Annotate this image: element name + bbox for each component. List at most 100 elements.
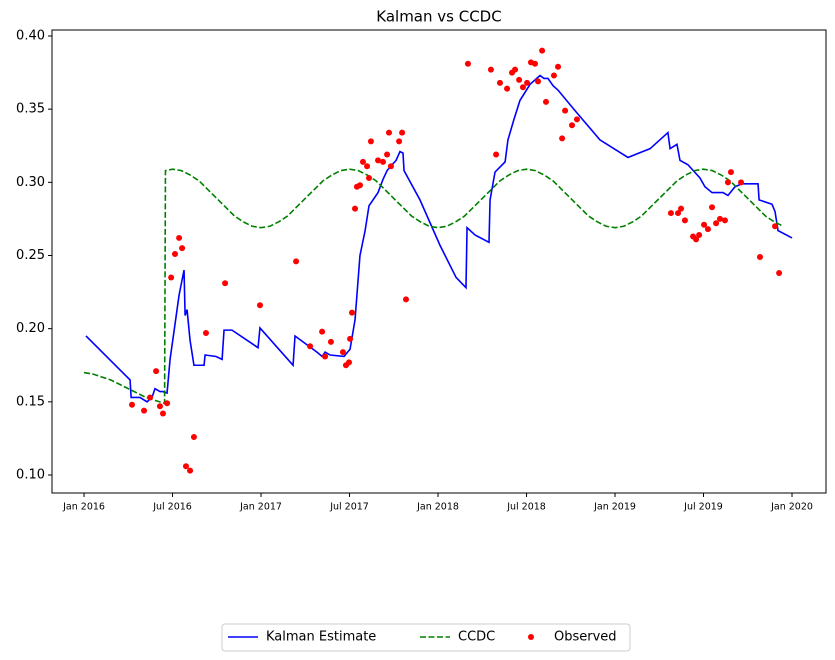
- observed-point: [367, 138, 374, 145]
- observed-point: [156, 403, 163, 410]
- observed-point: [512, 66, 519, 73]
- observed-point: [562, 107, 569, 114]
- observed-point: [168, 274, 175, 281]
- x-tick-label: Jan 2020: [770, 502, 813, 513]
- observed-point: [322, 353, 329, 360]
- observed-point: [256, 302, 263, 309]
- observed-point: [464, 60, 471, 67]
- observed-point: [716, 215, 723, 222]
- y-tick-label: 0.10: [16, 468, 45, 483]
- observed-point: [356, 182, 363, 189]
- observed-point: [667, 210, 674, 217]
- chart-title: Kalman vs CCDC: [376, 8, 501, 26]
- observed-point: [727, 169, 734, 176]
- x-tick-label: Jan 2018: [416, 502, 459, 513]
- y-tick-label: 0.40: [16, 28, 45, 43]
- observed-point: [339, 349, 346, 356]
- observed-point: [704, 226, 711, 233]
- observed-point: [365, 174, 372, 181]
- x-tick-label: Jul 2017: [329, 502, 369, 513]
- observed-point: [141, 407, 148, 414]
- observed-point: [164, 400, 171, 407]
- observed-point: [222, 280, 229, 287]
- observed-point: [147, 394, 154, 401]
- observed-point: [550, 72, 557, 79]
- observed-point: [402, 296, 409, 303]
- legend-label: Observed: [554, 630, 617, 645]
- x-tick-label: Jan 2017: [239, 502, 282, 513]
- observed-point: [678, 205, 685, 212]
- observed-point: [516, 76, 523, 83]
- observed-point: [307, 343, 314, 350]
- observed-point: [347, 335, 354, 342]
- observed-point: [681, 217, 688, 224]
- x-tick-label: Jul 2018: [506, 502, 546, 513]
- observed-point: [153, 368, 160, 375]
- observed-point: [345, 359, 352, 366]
- y-tick-label: 0.15: [16, 394, 45, 409]
- observed-point: [319, 328, 326, 335]
- observed-point: [569, 122, 576, 129]
- observed-point: [129, 401, 136, 408]
- observed-point: [190, 433, 197, 440]
- observed-point: [519, 84, 526, 91]
- observed-point: [713, 220, 720, 227]
- series-line: [85, 74, 793, 403]
- y-tick-label: 0.20: [16, 321, 45, 336]
- observed-point: [701, 221, 708, 228]
- observed-point: [359, 158, 366, 165]
- y-tick-label: 0.25: [16, 248, 45, 263]
- observed-point: [675, 210, 682, 217]
- observed-point: [496, 79, 503, 86]
- legend-label: Kalman Estimate: [266, 630, 376, 645]
- observed-point: [349, 309, 356, 316]
- observed-point: [504, 85, 511, 92]
- observed-point: [524, 79, 531, 86]
- observed-point: [352, 205, 359, 212]
- plot-frame: [51, 29, 827, 494]
- observed-point: [776, 270, 783, 277]
- observed-point: [721, 217, 728, 224]
- y-tick-label: 0.30: [16, 175, 45, 190]
- observed-point: [379, 158, 386, 165]
- observed-point: [172, 251, 179, 258]
- observed-point: [772, 223, 779, 230]
- x-tick-label: Jan 2019: [593, 502, 636, 513]
- observed-point: [385, 129, 392, 136]
- y-tick-label: 0.35: [16, 102, 45, 117]
- observed-point: [182, 463, 189, 470]
- observed-point: [399, 129, 406, 136]
- observed-point: [384, 151, 391, 158]
- observed-point: [535, 78, 542, 85]
- observed-point: [559, 135, 566, 142]
- observed-point: [293, 258, 300, 265]
- observed-point: [542, 98, 549, 105]
- observed-point: [532, 60, 539, 67]
- x-tick-label: Jan 2016: [62, 502, 105, 513]
- observed-point: [159, 410, 166, 417]
- observed-point: [375, 157, 382, 164]
- observed-point: [396, 138, 403, 145]
- observed-point: [493, 151, 500, 158]
- observed-point: [693, 236, 700, 243]
- observed-point: [539, 47, 546, 54]
- observed-point: [387, 163, 394, 170]
- observed-point: [364, 163, 371, 170]
- observed-point: [709, 204, 716, 211]
- x-tick-label: Jul 2016: [152, 502, 192, 513]
- observed-point: [327, 338, 334, 345]
- observed-point: [696, 232, 703, 239]
- observed-point: [724, 179, 731, 186]
- observed-point: [187, 467, 194, 474]
- observed-point: [487, 66, 494, 73]
- observed-point: [738, 179, 745, 186]
- observed-point: [176, 234, 183, 241]
- observed-point: [756, 253, 763, 260]
- observed-point: [555, 63, 562, 70]
- observed-point: [202, 330, 209, 337]
- observed-point: [179, 245, 186, 252]
- legend-label: CCDC: [458, 630, 495, 645]
- observed-point: [573, 116, 580, 123]
- x-tick-label: Jul 2019: [683, 502, 723, 513]
- legend-swatch: [528, 634, 534, 640]
